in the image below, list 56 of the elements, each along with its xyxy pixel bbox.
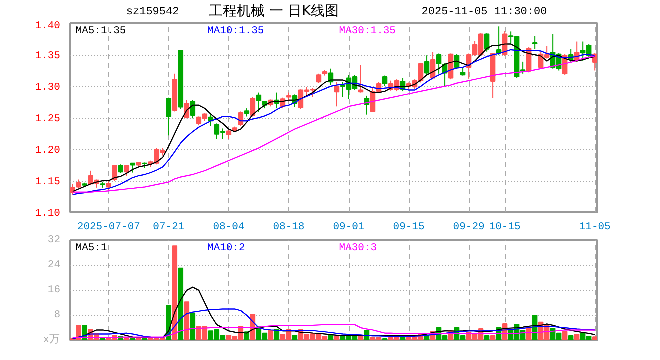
- candlestick: [166, 97, 172, 136]
- candlestick: [484, 33, 490, 52]
- text: sz159542: [126, 6, 180, 18]
- x-tick-label: 09-29: [453, 222, 485, 234]
- bar: [328, 335, 334, 340]
- text: MA30:3: [339, 242, 378, 254]
- x-tick-label: 08-18: [273, 222, 305, 234]
- y-tick-label: 32: [48, 234, 61, 246]
- bar: [190, 312, 196, 340]
- y-tick-label: 1.10: [35, 208, 61, 220]
- y-tick-label: 8: [54, 310, 61, 322]
- x-tick-label: 11-05: [579, 222, 611, 234]
- bar: [268, 330, 274, 340]
- bar: [400, 336, 406, 340]
- x-tick-label: 09-01: [333, 222, 365, 234]
- candlestick: [382, 75, 388, 87]
- x-tick-label: 2025-07-07: [77, 222, 140, 234]
- candlestick: [190, 100, 196, 120]
- y-tick-label: 1.30: [35, 82, 61, 94]
- candlestick: [532, 36, 538, 50]
- bar: [274, 329, 280, 340]
- bar: [592, 336, 598, 340]
- text: MA5:1.35: [76, 26, 126, 38]
- y-tick-label: 16: [48, 284, 61, 296]
- y-tick-label: 1.35: [35, 50, 61, 62]
- y-tick-label: 24: [48, 260, 61, 272]
- candlestick: [316, 73, 322, 84]
- text: MA30:1.35: [339, 26, 396, 38]
- x-tick-label: 10-15: [489, 222, 521, 234]
- text: MA10:1.35: [208, 26, 264, 38]
- chart-title: 工程机械 一 日K线图: [209, 4, 340, 20]
- y-tick-label: 1.25: [35, 114, 61, 126]
- text: 2025-11-05 11:30:00: [422, 6, 548, 18]
- bar: [334, 336, 340, 340]
- bar: [490, 335, 496, 340]
- candlestick: [250, 96, 256, 118]
- x-tick-label: 07-21: [153, 222, 185, 234]
- x-tick-label: 08-04: [213, 222, 245, 234]
- x-tick-label: 09-15: [393, 222, 425, 234]
- candlestick: [334, 82, 340, 108]
- bar: [568, 335, 574, 340]
- bar: [574, 334, 580, 340]
- bar: [562, 331, 568, 340]
- y-tick-label: 1.15: [35, 176, 61, 188]
- bar: [484, 335, 490, 340]
- y-tick-label: 1.20: [35, 145, 61, 157]
- candlestick: [424, 55, 430, 76]
- y-axis-title: x万: [43, 334, 61, 346]
- y-tick-label: 1.40: [35, 20, 61, 32]
- bar: [178, 268, 184, 340]
- candlestick: [130, 162, 136, 174]
- bar: [292, 335, 298, 340]
- text: MA10:2: [208, 242, 246, 254]
- bar: [172, 246, 178, 340]
- text: MA5:1: [76, 242, 108, 254]
- bar: [184, 302, 190, 340]
